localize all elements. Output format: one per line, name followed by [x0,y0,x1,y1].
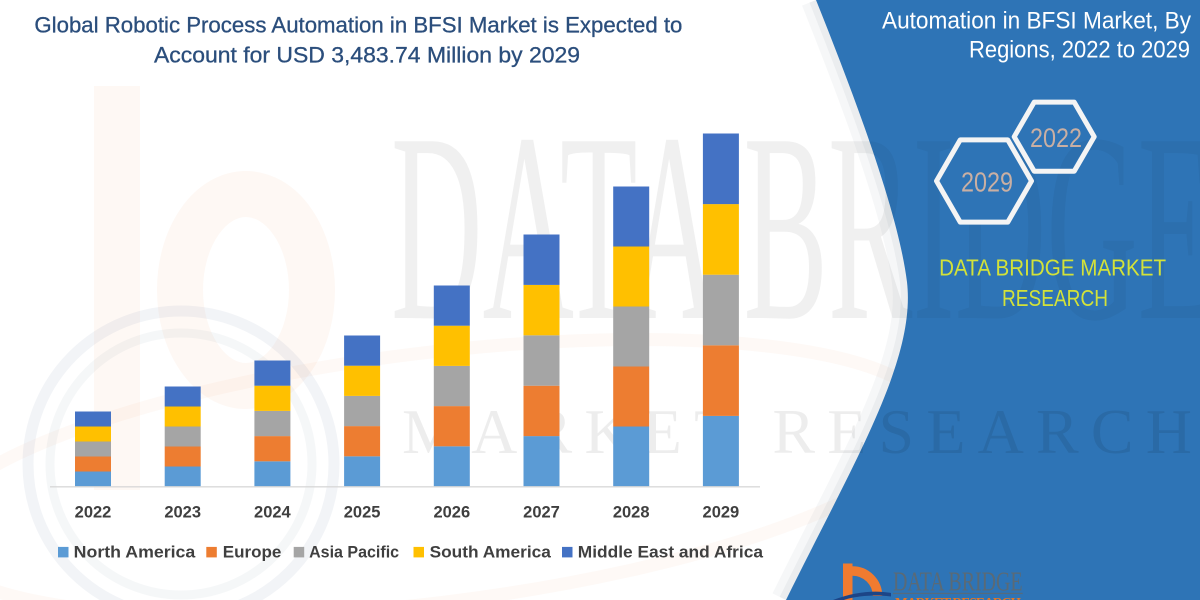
svg-text:2029: 2029 [703,504,740,522]
svg-text:2026: 2026 [433,504,470,522]
svg-text:DATA BRIDGE MARKET: DATA BRIDGE MARKET [939,254,1166,280]
svg-text:2023: 2023 [164,504,201,522]
svg-text:2025: 2025 [344,504,381,522]
svg-text:2028: 2028 [613,504,650,522]
svg-text:MARKET RESEARCH: MARKET RESEARCH [895,595,1021,600]
svg-text:North America: North America [74,543,196,562]
svg-text:Regions, 2022 to 2029: Regions, 2022 to 2029 [969,37,1190,64]
svg-text:Account for USD 3,483.74 Milli: Account for USD 3,483.74 Million by 2029 [154,43,580,68]
svg-text:Europe: Europe [223,543,282,562]
svg-text:South America: South America [430,543,552,562]
svg-text:Automation in BFSI Market, By: Automation in BFSI Market, By [882,8,1191,35]
svg-text:RESEARCH: RESEARCH [1002,285,1108,311]
svg-text:2022: 2022 [1030,123,1082,153]
svg-text:2027: 2027 [523,504,560,522]
svg-text:Global Robotic Process Automat: Global Robotic Process Automation in BFS… [34,13,682,38]
svg-text:DATA BRIDGE: DATA BRIDGE [893,567,1023,597]
svg-text:Middle East and Africa: Middle East and Africa [578,543,764,562]
svg-text:2022: 2022 [75,504,112,522]
svg-text:2024: 2024 [254,504,292,522]
svg-text:2029: 2029 [961,167,1013,198]
svg-text:Asia Pacific: Asia Pacific [309,543,399,562]
